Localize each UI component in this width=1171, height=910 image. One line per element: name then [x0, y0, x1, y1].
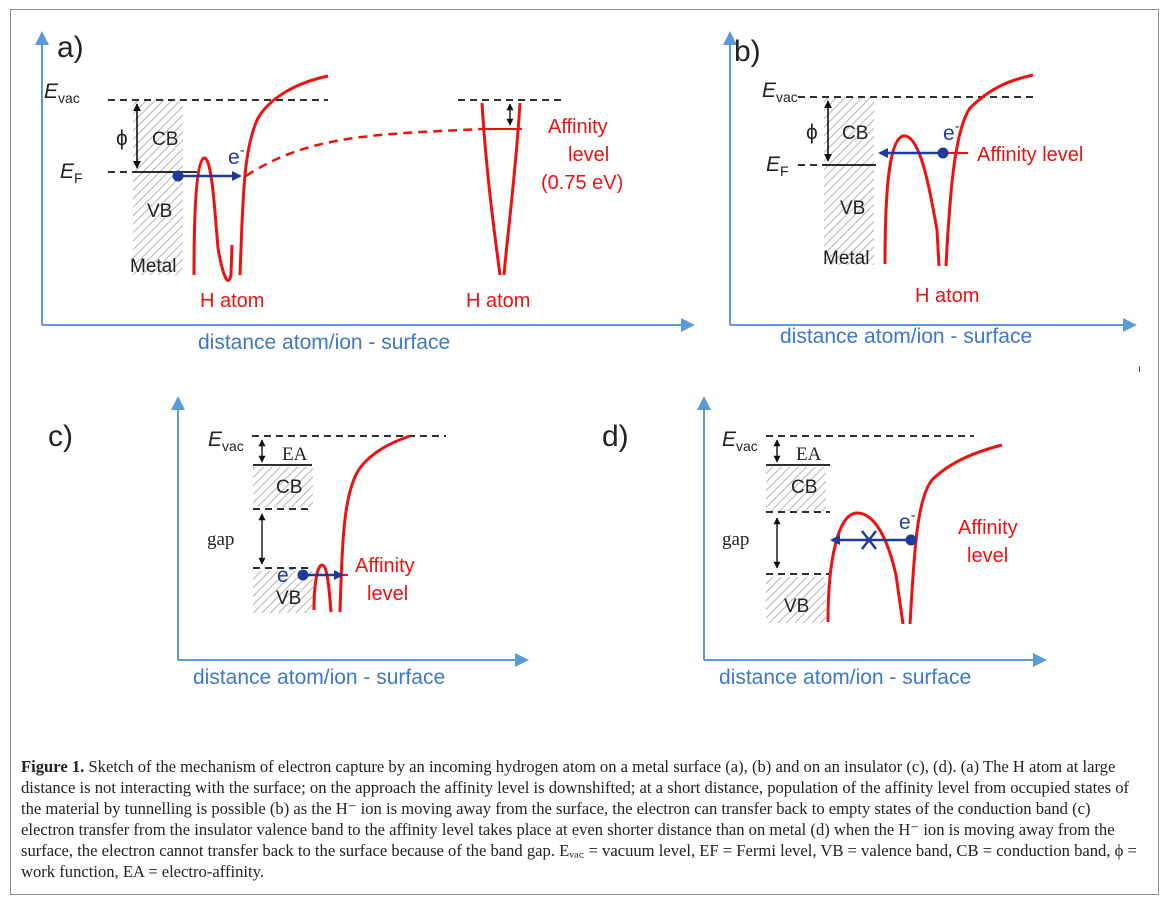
panel-b-label: b): [734, 35, 761, 68]
panel-b-h-atom: H atom: [915, 285, 979, 307]
panel-b-electron: e-: [943, 118, 960, 145]
panel-c-cb: CB: [276, 477, 302, 498]
panel-a-ef-label: EF: [60, 160, 83, 186]
panel-b-axis-label: distance atom/ion - surface: [780, 325, 1032, 348]
panel-b-electron-dot: [937, 147, 949, 159]
panel-c-electron-dot: [297, 569, 309, 581]
panel-c-h-well: [312, 563, 333, 613]
panel-d-h-well: [826, 511, 905, 625]
panel-d: d) Evac EA CB gap VB e- Affinity level d…: [602, 396, 1047, 689]
panel-a-h-atom-near: H atom: [200, 290, 264, 312]
panel-b-cb-region: [824, 97, 874, 165]
panel-d-evac-label: Evac: [722, 428, 758, 454]
panel-d-ea: EA: [796, 444, 822, 465]
panel-a-axis-label: distance atom/ion - surface: [198, 331, 450, 354]
panel-b-phi: ϕ: [806, 121, 818, 144]
panel-d-cb: CB: [791, 477, 817, 498]
panel-a-h-atom-far: H atom: [466, 290, 530, 312]
panel-c-axis-label: distance atom/ion - surface: [193, 666, 445, 689]
panel-c: c) Evac EA CB gap VB e- Affinity level d…: [48, 396, 529, 689]
caption-label: Figure 1.: [21, 757, 85, 776]
panel-c-h-well-right: [338, 434, 411, 613]
panel-a-label: a): [57, 31, 84, 64]
panel-c-label: c): [48, 420, 73, 453]
panel-a-h-well-far: [480, 102, 522, 276]
panel-c-affinity-label-2: level: [367, 583, 408, 605]
panel-b-ef-label: EF: [766, 153, 789, 179]
panel-b-h-well: [883, 134, 941, 267]
panel-b: b) Evac EF ϕ CB VB Metal e- Affinity lev…: [723, 31, 1141, 375]
panel-d-gap: gap: [722, 529, 749, 550]
panel-d-h-well-right: [908, 443, 1003, 625]
panel-a-metal: Metal: [130, 256, 176, 277]
panel-a-affinity-label-3: (0.75 eV): [541, 172, 623, 194]
panel-d-affinity-label-1: Affinity: [958, 517, 1018, 539]
panel-b-metal: Metal: [823, 248, 869, 269]
panel-b-evac-label: Evac: [762, 79, 798, 105]
panel-c-gap: gap: [207, 529, 234, 550]
panel-a-vb-region: [133, 172, 183, 275]
panel-a-phi: ϕ: [116, 127, 128, 150]
panel-d-axis-label: distance atom/ion - surface: [719, 666, 971, 689]
panel-b-cb: CB: [842, 123, 868, 144]
panel-d-electron-dot: [905, 534, 917, 546]
panel-c-electron: e-: [277, 560, 294, 587]
panel-c-cb-region: [253, 467, 313, 507]
panel-b-tick-mark: ı: [1138, 364, 1141, 375]
panel-a-cb-region: [133, 100, 183, 172]
panel-a-electron-dot: [172, 170, 184, 182]
panel-c-vb: VB: [276, 588, 301, 609]
panel-a-electron: e-: [228, 142, 245, 169]
panel-c-ea: EA: [282, 444, 308, 465]
figure-frame: [10, 9, 1159, 895]
panel-d-cb-region: [766, 467, 826, 511]
panel-c-evac-label: Evac: [208, 428, 244, 454]
panel-a-h-well-near-right: [238, 74, 329, 276]
panel-a-vb: VB: [147, 201, 172, 222]
panel-d-affinity-label-2: level: [967, 545, 1008, 567]
panel-b-affinity-label: Affinity level: [977, 144, 1083, 166]
panel-a-cb: CB: [152, 129, 178, 150]
panel-a-affinity-label-1: Affinity: [548, 116, 608, 138]
panel-d-vb: VB: [784, 596, 809, 617]
panel-b-vb: VB: [840, 198, 865, 219]
panel-a: a) Evac EF ϕ CB VB Metal e- Affinity: [35, 31, 695, 354]
panel-b-vb-region: [824, 165, 874, 265]
panel-d-vb-region: [766, 577, 826, 623]
panel-a-affinity-label-2: level: [568, 144, 609, 166]
panel-d-cross-mark-b: [861, 530, 877, 550]
figure-caption: Figure 1. Sketch of the mechanism of ele…: [21, 756, 1145, 882]
panel-b-h-well-right: [944, 73, 1034, 267]
panel-d-label: d): [602, 420, 629, 453]
panel-a-evac-label: Evac: [44, 80, 80, 106]
caption-text: Sketch of the mechanism of electron capt…: [21, 757, 1137, 881]
panel-d-electron: e-: [899, 507, 916, 534]
panel-c-affinity-label-1: Affinity: [355, 555, 415, 577]
panel-a-affinity-trajectory: [245, 127, 483, 178]
